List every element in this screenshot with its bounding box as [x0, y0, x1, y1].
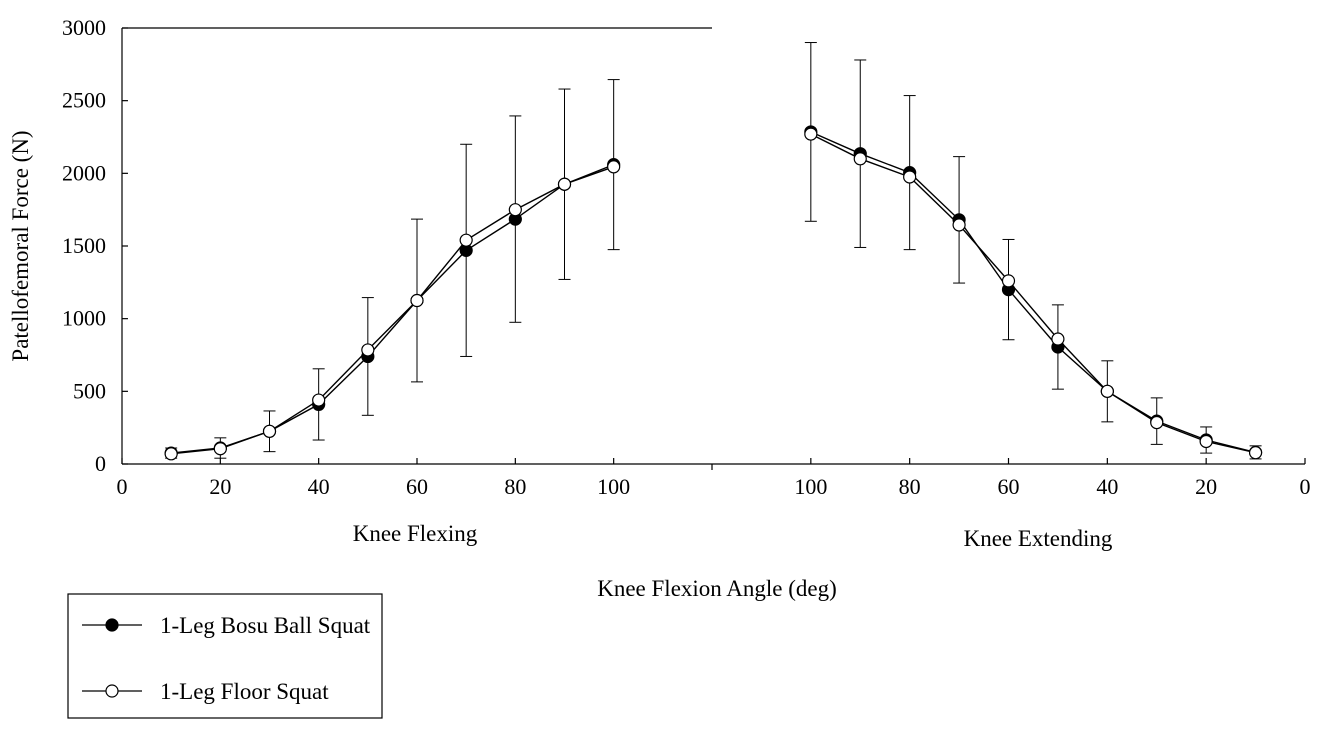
x-tick-label: 100 — [794, 474, 827, 499]
y-tick-label: 500 — [73, 378, 106, 403]
panel-label-extending: Knee Extending — [964, 526, 1113, 551]
panel-label-flexing: Knee Flexing — [353, 521, 478, 546]
x-tick-label: 60 — [998, 474, 1020, 499]
data-point-floor — [1248, 446, 1263, 460]
x-tick-label: 20 — [1195, 474, 1217, 499]
y-tick-label: 1500 — [62, 233, 106, 258]
legend-box — [67, 593, 383, 719]
x-axis: 0 20 40 60 80 100 100 80 60 40 20 0 Knee Flexing Kn… — [117, 458, 1311, 601]
data-point-floor — [607, 160, 621, 174]
x-axis-title: Knee Flexion Angle (deg) — [597, 576, 837, 601]
y-tick-label: 2000 — [62, 160, 106, 185]
y-axis: 0 500 1000 1500 2000 2500 3000 Patellofemoral … — [8, 15, 128, 476]
legend-marker-bosu — [105, 618, 119, 632]
data-point-floor — [804, 127, 818, 141]
data-point-floor — [213, 442, 227, 456]
y-tick-label: 1000 — [62, 306, 106, 331]
y-tick-label: 2500 — [62, 88, 106, 113]
plot-area — [164, 42, 1263, 461]
x-tick-label: 80 — [899, 474, 921, 499]
x-tick-label: 80 — [504, 474, 526, 499]
data-point-floor — [312, 393, 326, 407]
data-point-floor — [1001, 274, 1016, 288]
y-axis-title: Patellofemoral Force (N) — [8, 130, 33, 361]
data-point-floor — [361, 343, 375, 357]
data-point-floor — [952, 218, 966, 232]
data-point-floor — [410, 293, 424, 308]
y-tick-label: 0 — [95, 451, 106, 476]
x-tick-label: 0 — [117, 474, 128, 499]
data-point-floor — [1199, 434, 1213, 449]
data-point-floor — [903, 170, 917, 184]
x-tick-label: 60 — [406, 474, 428, 499]
x-ticks: 0 20 40 60 80 100 100 80 60 40 20 0 — [117, 458, 1311, 499]
data-point-floor — [164, 447, 178, 461]
series-line-floor-extending — [810, 133, 1256, 454]
series-line-bosu-extending — [810, 131, 1256, 454]
legend-label-floor: 1-Leg Floor Squat — [160, 679, 329, 704]
data-point-floor — [1051, 332, 1065, 346]
data-point-floor — [853, 152, 867, 166]
legend: 1-Leg Bosu Ball Squat 1-Leg Floor Squat — [67, 593, 383, 719]
x-tick-label: 100 — [597, 474, 630, 499]
data-point-floor — [262, 424, 277, 438]
x-tick-label: 20 — [209, 474, 231, 499]
x-tick-label: 40 — [1096, 474, 1118, 499]
y-tick-label: 3000 — [62, 15, 106, 40]
data-point-floor — [1100, 384, 1114, 398]
legend-marker-floor — [105, 684, 119, 698]
x-tick-label: 40 — [308, 474, 330, 499]
y-ticks: 0 500 1000 1500 2000 2500 3000 — [62, 15, 128, 476]
series-line-bosu-flexing — [171, 163, 614, 454]
data-point-floor — [1150, 415, 1164, 430]
legend-label-bosu: 1-Leg Bosu Ball Squat — [160, 613, 371, 638]
data-point-floor — [557, 177, 572, 191]
data-point-floor — [508, 203, 522, 217]
data-point-floor — [459, 233, 473, 247]
x-tick-label: 0 — [1300, 474, 1311, 499]
series-line-floor-flexing — [171, 166, 614, 455]
